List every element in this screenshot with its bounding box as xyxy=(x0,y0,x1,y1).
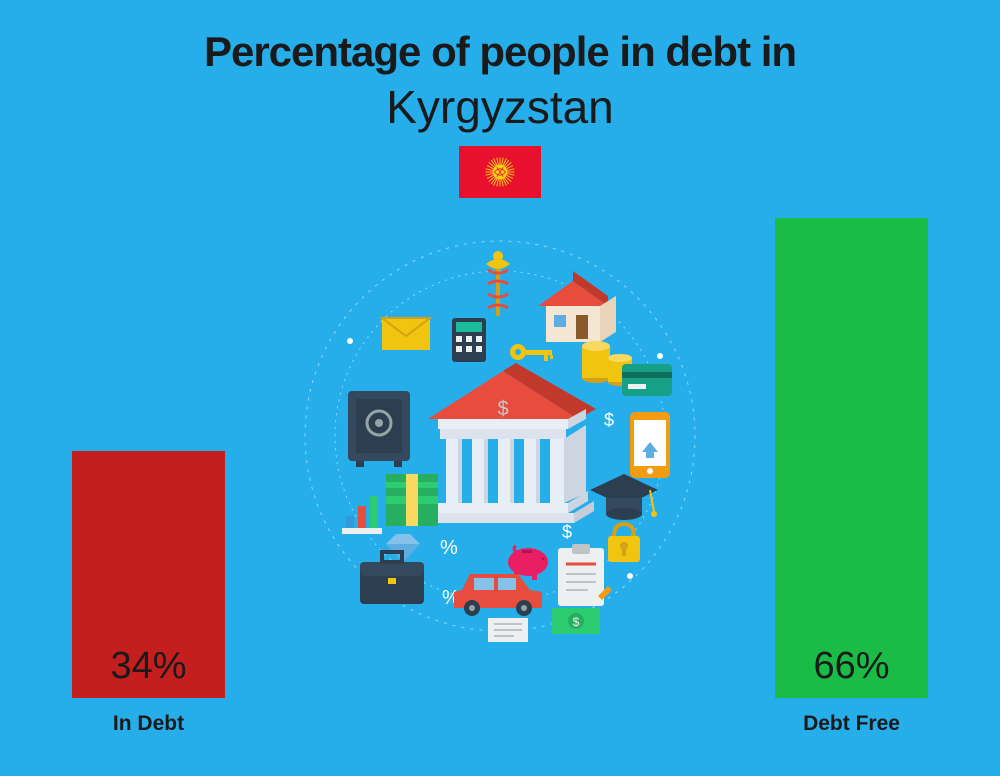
percent-icon: % xyxy=(440,537,458,559)
bar-rect: 34% xyxy=(72,451,225,698)
cash-stack-icon xyxy=(386,474,438,526)
bar-value: 66% xyxy=(775,645,928,688)
svg-text:$: $ xyxy=(497,398,508,420)
dollar-icon: $ xyxy=(562,522,572,542)
center-illustration: $ xyxy=(290,226,710,646)
caduceus-icon xyxy=(486,251,510,316)
bar-label: Debt Free xyxy=(775,712,928,736)
banknote-icon: $ xyxy=(552,608,600,634)
page-title: Percentage of people in debt in xyxy=(0,0,1000,76)
safe-icon xyxy=(348,391,410,467)
country-subtitle: Kyrgyzstan xyxy=(0,80,1000,134)
briefcase-icon xyxy=(360,552,424,604)
mini-chart-icon xyxy=(342,496,382,534)
credit-card-icon xyxy=(622,364,672,396)
receipt-icon xyxy=(488,618,528,642)
bank-icon: $ xyxy=(428,363,596,523)
svg-text:$: $ xyxy=(573,615,580,629)
bar-label: In Debt xyxy=(72,712,225,736)
bar-rect: 66% xyxy=(775,218,928,698)
bar-debt-free: 66% Debt Free xyxy=(775,218,928,736)
bar-in-debt: 34% In Debt xyxy=(72,451,225,736)
car-icon xyxy=(454,574,542,616)
dollar-icon: $ xyxy=(604,410,614,430)
padlock-icon xyxy=(608,524,640,562)
chart-area: $ xyxy=(0,176,1000,736)
bar-value: 34% xyxy=(72,645,225,688)
house-icon xyxy=(538,271,616,342)
grad-cap-icon xyxy=(590,474,658,520)
calculator-icon xyxy=(452,318,486,362)
clipboard-icon xyxy=(558,544,612,606)
key-icon xyxy=(510,344,553,361)
phone-icon xyxy=(630,412,670,478)
envelope-icon xyxy=(382,318,430,350)
